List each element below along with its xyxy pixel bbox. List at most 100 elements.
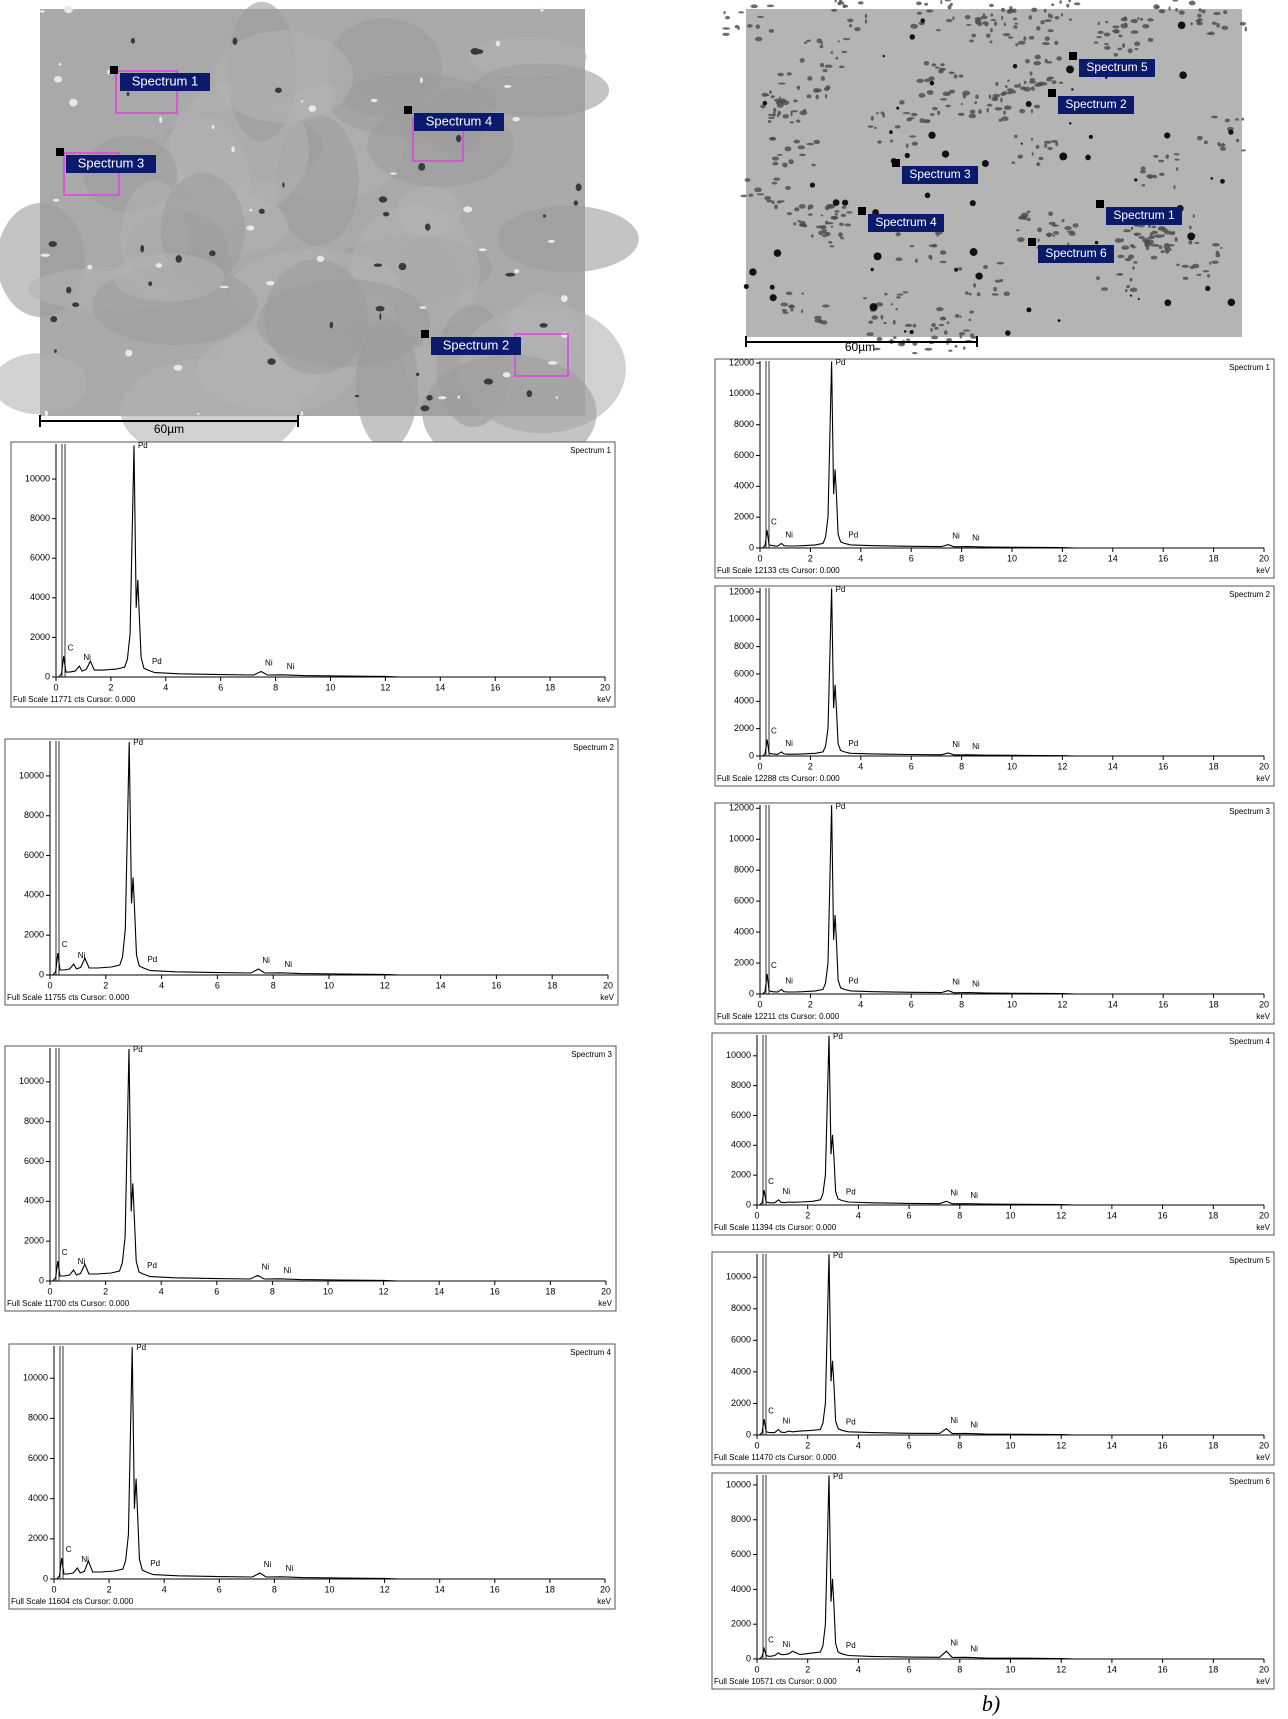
particle — [456, 135, 461, 142]
y-tick-label: 6000 — [30, 553, 50, 563]
dendrite — [1196, 22, 1203, 26]
dendrite — [722, 33, 729, 36]
particle — [48, 241, 56, 247]
x-tick-label: 8 — [957, 1210, 962, 1220]
dendrite — [1053, 235, 1055, 237]
dendrite — [959, 74, 964, 77]
dendrite — [924, 61, 929, 66]
dendrite — [800, 223, 807, 226]
dendrite — [958, 113, 965, 116]
y-tick-label: 8000 — [734, 865, 754, 875]
y-tick-label: 6000 — [731, 1335, 751, 1345]
particle — [317, 256, 325, 262]
dendrite — [766, 200, 773, 203]
dendrite — [1005, 85, 1008, 88]
x-axis-label: keV — [1256, 1453, 1270, 1462]
dendrite — [940, 98, 947, 101]
dendrite — [911, 113, 917, 116]
dendrite — [1097, 36, 1102, 38]
peak-label: Ni — [972, 980, 980, 989]
dendrite — [1001, 116, 1008, 121]
dendrite — [842, 206, 847, 209]
dendrite — [797, 87, 800, 90]
x-tick-label: 4 — [858, 761, 863, 771]
dendrite — [740, 195, 747, 198]
pore — [904, 330, 907, 333]
dendrite — [1046, 233, 1053, 237]
dendrite — [780, 200, 785, 202]
dendrite — [806, 40, 811, 42]
pore — [842, 200, 848, 206]
grain — [472, 63, 609, 117]
particle — [266, 281, 274, 285]
x-tick-label: 10 — [1007, 553, 1017, 563]
pore — [920, 18, 925, 23]
marker-cross — [892, 159, 900, 167]
x-tick-label: 4 — [856, 1664, 861, 1674]
dendrite — [866, 332, 873, 336]
dendrite — [841, 51, 847, 53]
peak-label: Pd — [848, 530, 858, 539]
dendrite — [798, 145, 805, 149]
y-tick-label: 6000 — [24, 1156, 44, 1166]
x-tick-label: 16 — [1158, 999, 1168, 1009]
x-axis-label: keV — [598, 1299, 612, 1308]
dendrite — [919, 118, 924, 123]
dendrite — [801, 309, 803, 313]
dendrite — [831, 226, 834, 228]
dendrite — [1174, 159, 1179, 161]
particle — [576, 183, 582, 191]
dendrite — [1151, 226, 1156, 228]
dendrite — [834, 210, 839, 213]
dendrite — [1027, 210, 1031, 213]
pore — [910, 34, 915, 39]
marker-label: Spectrum 3 — [78, 155, 144, 170]
panel-label: b) — [982, 1691, 1000, 1716]
dendrite — [1007, 79, 1009, 82]
x-tick-label: 18 — [1209, 761, 1219, 771]
dendrite — [1195, 20, 1197, 22]
dendrite — [962, 91, 970, 96]
peak-label: Ni — [286, 1564, 294, 1573]
y-tick-label: 4000 — [28, 1493, 48, 1503]
dendrite — [970, 110, 976, 114]
dendrite — [990, 40, 993, 43]
particle — [425, 223, 431, 230]
dendrite — [899, 100, 905, 105]
dendrite — [821, 320, 827, 324]
dendrite — [1130, 288, 1138, 292]
x-tick-label: 12 — [1056, 1664, 1066, 1674]
particle — [40, 10, 45, 13]
y-tick-label: 10000 — [19, 1076, 44, 1086]
dendrite — [874, 127, 877, 129]
dendrite — [1048, 211, 1053, 216]
x-tick-label: 2 — [808, 999, 813, 1009]
dendrite — [1047, 147, 1052, 150]
dendrite — [1148, 38, 1154, 42]
spectrum-chart: 0200040006000800010000120000246810121416… — [715, 585, 1274, 786]
dendrite — [924, 348, 932, 351]
dendrite — [1012, 9, 1016, 14]
dendrite — [838, 40, 840, 42]
particle — [421, 405, 430, 411]
marker-cross — [110, 66, 118, 74]
dendrite — [1241, 118, 1244, 121]
pore — [749, 268, 756, 275]
dendrite — [1104, 46, 1111, 50]
spectrum-chart: 020004000600080001000002468101214161820S… — [712, 1251, 1274, 1465]
y-tick-label: 0 — [749, 750, 754, 760]
dendrite — [828, 206, 833, 209]
x-tick-label: 18 — [1209, 553, 1219, 563]
footer: Full Scale 12288 cts Cursor: 0.000 — [717, 774, 840, 783]
dendrite — [1134, 41, 1140, 46]
chart-frame — [5, 739, 618, 1005]
pore — [925, 193, 931, 199]
particle — [426, 395, 432, 401]
x-tick-label: 10 — [325, 682, 335, 692]
x-tick-label: 16 — [1158, 553, 1168, 563]
pore — [1026, 101, 1032, 107]
peak-label: Ni — [952, 978, 960, 987]
particle — [176, 255, 182, 263]
pore — [1089, 135, 1093, 139]
x-tick-label: 18 — [1208, 1664, 1218, 1674]
